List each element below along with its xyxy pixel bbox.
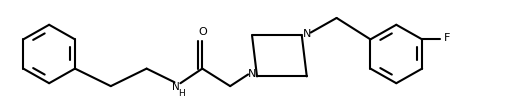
Text: F: F <box>444 33 450 43</box>
Text: N: N <box>303 29 311 39</box>
Text: H: H <box>178 89 185 98</box>
Text: N: N <box>248 69 256 79</box>
Text: N: N <box>171 82 179 92</box>
Text: O: O <box>198 27 207 37</box>
